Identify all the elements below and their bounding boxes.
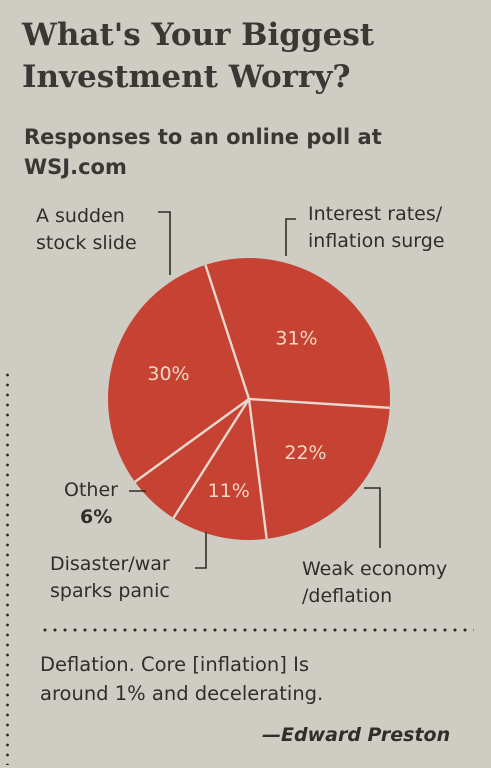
quote-line: Deflation. Core [inflation] Is <box>40 653 310 676</box>
slice-value-label: 30% <box>147 363 189 385</box>
slice-divider <box>248 397 390 410</box>
slice-category-label: sparks panic <box>50 580 170 602</box>
pie-chart: 31% 22% 11% 30% Interest rates/inflation sur… <box>36 203 447 607</box>
leader-line <box>195 532 207 569</box>
slice-divider <box>247 398 268 540</box>
quote-block: Deflation. Core [inflation] Is around 1%… <box>40 650 480 708</box>
slice-category-label: inflation surge <box>308 230 445 252</box>
leader-line <box>364 487 381 548</box>
slice-category-label: A sudden <box>36 205 125 227</box>
pie-slice-weak <box>249 399 390 539</box>
leader-line <box>285 218 296 256</box>
leader-line <box>158 211 171 275</box>
slice-divider <box>134 398 250 483</box>
slice-category-label: Disaster/war <box>50 553 170 575</box>
slice-category-label: Other <box>64 479 118 501</box>
quote-author: —Edward Preston <box>262 724 451 746</box>
dotted-separator <box>40 628 474 632</box>
chart-subtitle: Responses to an online poll at WSJ.com <box>24 125 382 179</box>
slice-category-label: Weak economy <box>302 558 447 580</box>
pie-slice-stock <box>107 264 249 482</box>
slice-category-label: stock slide <box>36 232 137 254</box>
slice-category-label: 6% <box>80 506 112 528</box>
slice-divider <box>204 264 251 400</box>
slice-value-label: 11% <box>208 480 250 502</box>
slice-value-label: 31% <box>275 328 317 350</box>
quote-line: around 1% and decelerating. <box>40 682 324 705</box>
slice-category-label: Interest rates/ <box>308 203 443 225</box>
slice-category-label: /deflation <box>302 585 392 607</box>
pie-slice-disaster <box>173 399 267 541</box>
left-dotted-rule <box>6 370 9 765</box>
chart-title: What's Your Biggest Investment Worry? <box>22 17 375 95</box>
slice-divider <box>172 398 251 519</box>
pie-slice-interest <box>205 258 390 408</box>
slice-value-label: 22% <box>284 442 326 464</box>
pie-slice-other <box>134 399 249 519</box>
